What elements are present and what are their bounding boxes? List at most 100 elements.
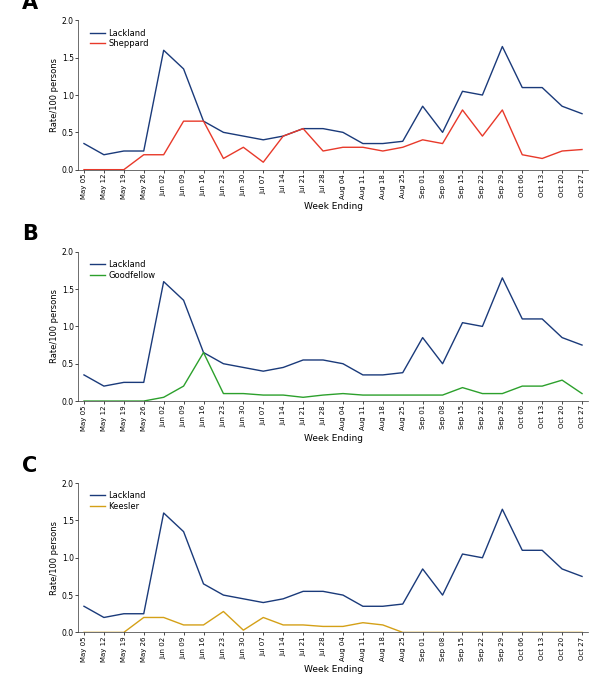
Sheppard xyxy=(439,139,446,148)
Lackland xyxy=(499,505,506,513)
Lackland xyxy=(280,132,287,140)
Lackland xyxy=(439,591,446,599)
Keesler xyxy=(180,621,187,629)
Sheppard xyxy=(180,117,187,125)
Lackland xyxy=(578,109,586,118)
Lackland xyxy=(340,129,347,137)
Lackland xyxy=(419,333,426,341)
Goodfellow xyxy=(260,391,267,399)
Keesler xyxy=(80,628,88,636)
Sheppard xyxy=(100,166,107,174)
Goodfellow xyxy=(459,384,466,392)
Lackland xyxy=(399,137,406,146)
Lackland xyxy=(200,117,207,125)
Lackland xyxy=(479,91,486,99)
Goodfellow xyxy=(578,390,586,398)
Goodfellow xyxy=(80,397,88,405)
Lackland xyxy=(559,333,566,341)
Keesler xyxy=(518,628,526,636)
Lackland xyxy=(359,602,367,611)
Lackland xyxy=(140,610,148,618)
Goodfellow xyxy=(359,391,367,399)
Lackland xyxy=(399,600,406,608)
Goodfellow xyxy=(280,391,287,399)
Sheppard xyxy=(340,143,347,152)
Lackland xyxy=(499,274,506,282)
Lackland xyxy=(359,371,367,379)
Lackland xyxy=(439,129,446,137)
Lackland xyxy=(459,87,466,95)
Legend: Lackland, Keesler: Lackland, Keesler xyxy=(87,489,148,513)
Text: A: A xyxy=(22,0,38,13)
Lackland xyxy=(100,382,107,390)
Goodfellow xyxy=(499,390,506,398)
Lackland xyxy=(559,102,566,110)
Lackland xyxy=(479,554,486,562)
Goodfellow xyxy=(559,376,566,384)
Keesler xyxy=(479,628,486,636)
Lackland xyxy=(80,602,88,611)
Lackland xyxy=(359,139,367,148)
X-axis label: Week Ending: Week Ending xyxy=(304,434,362,443)
Lackland xyxy=(539,84,546,92)
Keesler xyxy=(120,628,127,636)
Sheppard xyxy=(299,124,307,133)
Lackland xyxy=(240,595,247,603)
Lackland xyxy=(439,360,446,368)
Lackland xyxy=(180,65,187,73)
Lackland xyxy=(200,580,207,588)
Sheppard xyxy=(260,158,267,167)
Lackland xyxy=(479,322,486,330)
Lackland xyxy=(220,591,227,599)
Lackland xyxy=(539,546,546,554)
Goodfellow xyxy=(299,393,307,401)
Keesler xyxy=(340,622,347,630)
Sheppard xyxy=(319,147,326,155)
Lackland xyxy=(518,546,526,554)
Goodfellow xyxy=(379,391,386,399)
Sheppard xyxy=(280,132,287,140)
Sheppard xyxy=(499,106,506,114)
Sheppard xyxy=(220,154,227,163)
Keesler xyxy=(280,621,287,629)
Lackland xyxy=(80,139,88,148)
X-axis label: Week Ending: Week Ending xyxy=(304,665,362,674)
Line: Lackland: Lackland xyxy=(84,509,582,617)
Goodfellow xyxy=(439,391,446,399)
Lackland xyxy=(80,371,88,379)
Goodfellow xyxy=(319,391,326,399)
Goodfellow xyxy=(240,390,247,398)
Legend: Lackland, Goodfellow: Lackland, Goodfellow xyxy=(87,258,158,282)
Lackland xyxy=(180,528,187,536)
Keesler xyxy=(359,619,367,627)
Keesler xyxy=(459,628,466,636)
Lackland xyxy=(379,371,386,379)
Lackland xyxy=(299,124,307,133)
Sheppard xyxy=(518,151,526,159)
Lackland xyxy=(280,363,287,371)
Lackland xyxy=(319,588,326,596)
Keesler xyxy=(299,621,307,629)
Goodfellow xyxy=(220,390,227,398)
Lackland xyxy=(499,42,506,50)
Keesler xyxy=(240,626,247,634)
Lackland xyxy=(459,319,466,327)
Lackland xyxy=(240,363,247,371)
Lackland xyxy=(539,315,546,323)
Sheppard xyxy=(140,151,148,159)
Sheppard xyxy=(578,146,586,154)
Sheppard xyxy=(379,147,386,155)
Lackland xyxy=(120,610,127,618)
Lackland xyxy=(419,102,426,110)
Sheppard xyxy=(539,154,546,163)
Goodfellow xyxy=(200,348,207,356)
Keesler xyxy=(379,621,386,629)
Text: C: C xyxy=(22,456,37,476)
Lackland xyxy=(379,139,386,148)
X-axis label: Week Ending: Week Ending xyxy=(304,202,362,211)
Lackland xyxy=(518,84,526,92)
Lackland xyxy=(340,591,347,599)
Keesler xyxy=(260,613,267,622)
Line: Sheppard: Sheppard xyxy=(84,110,582,170)
Sheppard xyxy=(419,136,426,144)
